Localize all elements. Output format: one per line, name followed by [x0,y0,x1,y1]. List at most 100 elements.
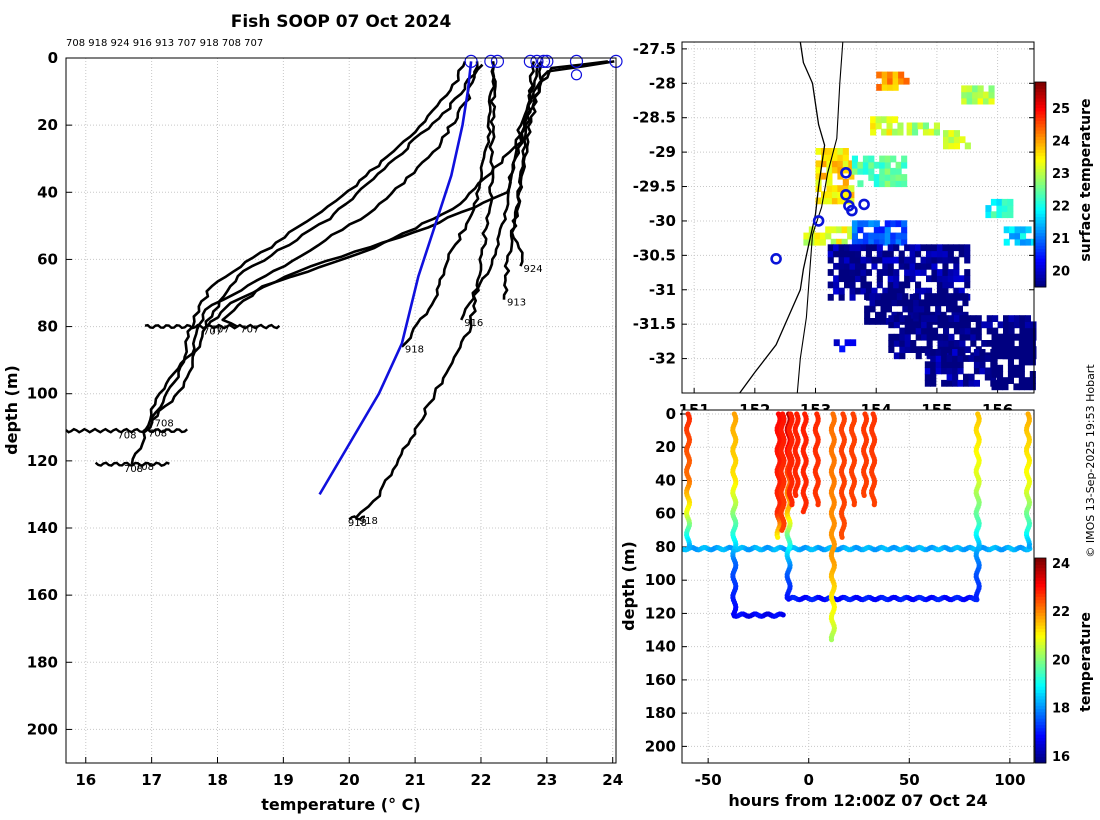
sst-cell [857,226,864,234]
colorbar-swatch [1035,593,1046,597]
sst-cell [886,128,893,136]
sst-cell [888,321,895,329]
map-y-tick-label: -27.5 [633,40,676,58]
sst-cell [986,340,993,347]
colorbar-swatch [1035,194,1046,198]
y-tick-label: 140 [27,519,58,537]
sst-cell [855,287,862,295]
sst-cell [875,122,882,130]
sst-cell [961,97,968,105]
sst-cell [873,174,880,181]
sst-cell [975,333,982,341]
sst-cell [893,352,900,360]
sst-cell [991,371,998,378]
colorbar-swatch [1035,110,1046,115]
surface-marker [523,54,537,68]
ts-y-tick-label: 180 [645,704,676,722]
colorbar-swatch [1035,698,1046,703]
profile-end-label: 916 [464,318,483,329]
sst-cell [907,311,914,319]
sst-cell [844,339,851,347]
ts-y-tick-label: 20 [655,438,676,456]
sst-cell [898,287,905,295]
colorbar-swatch [1035,590,1046,594]
sst-cell [887,275,894,283]
sst-cell [996,198,1003,206]
sst-cell [849,256,856,264]
sst-cell [924,373,931,381]
sst-cell [957,349,964,356]
colorbar-swatch [1035,746,1046,751]
sst-cell [827,244,834,252]
colorbar-swatch [1035,254,1046,259]
profiles-y-axis-label: depth (m) [2,365,21,455]
sst-cell [865,269,872,276]
sst-cell [827,293,834,301]
sst-cell [821,160,828,168]
sst-cell [890,238,897,246]
sst-cell [844,256,851,264]
colorbar-swatch [1035,162,1046,166]
sst-cell [893,287,900,295]
sst-cell [915,262,922,270]
sst-cell [940,311,947,319]
sst-cell [857,161,864,169]
sst-cell [844,269,851,276]
sst-cell [1025,226,1032,234]
sst-cell [943,327,950,335]
tow-spike [348,515,366,521]
sst-cell [1013,383,1020,391]
sst-cell [953,256,960,264]
map-colorbar-label: surface temperature [1078,98,1094,261]
sst-cell [873,226,880,234]
sst-cell [838,256,845,264]
sst-cell [815,166,822,174]
sst-cell [935,361,942,369]
sst-cell [884,167,891,175]
sst-cell [979,361,986,369]
sst-cell [848,160,855,168]
sst-cell [991,340,998,347]
sst-cell [901,161,908,169]
sst-cell [831,185,838,192]
sst-cell [897,122,904,130]
sst-cell [952,349,959,356]
sst-cell [946,361,953,369]
sst-cell [948,136,955,144]
sst-cell [957,361,964,369]
sst-cell [952,373,959,381]
sst-cell [860,262,867,270]
sst-cell [990,198,997,206]
sst-cell [870,122,877,130]
sst-cell [1029,371,1036,378]
colorbar-swatch [1035,114,1046,118]
sst-cell [849,293,856,301]
sst-cell [841,238,848,246]
sst-cell [860,244,867,252]
sst-cell [941,367,948,375]
sst-cell [953,287,960,295]
sst-cell [899,346,906,353]
sst-cell [991,352,998,360]
colorbar-swatch [1035,756,1046,761]
profile-end-label: 708 [155,419,174,430]
colorbar-swatch [1035,174,1046,179]
sst-cell [826,172,833,180]
colorbar-swatch [1035,203,1046,208]
sst-cell [893,275,900,283]
sst-cell [864,305,871,313]
colorbar-swatch [1035,615,1046,620]
sst-cell [864,318,871,325]
sst-cell [851,226,858,234]
sst-cell [875,116,882,124]
sst-cell [909,269,916,276]
map-y-tick-label: -31.5 [633,315,676,333]
colorbar-tick-label: 21 [1052,232,1070,247]
colorbar-tick-label: 24 [1052,557,1070,572]
ts-x-tick-label: 0 [804,771,814,789]
colorbar-swatch [1035,213,1046,218]
sst-cell [1007,352,1014,360]
sst-cell [895,167,902,175]
colorbar-swatch [1035,101,1046,105]
sst-cell [915,287,922,295]
